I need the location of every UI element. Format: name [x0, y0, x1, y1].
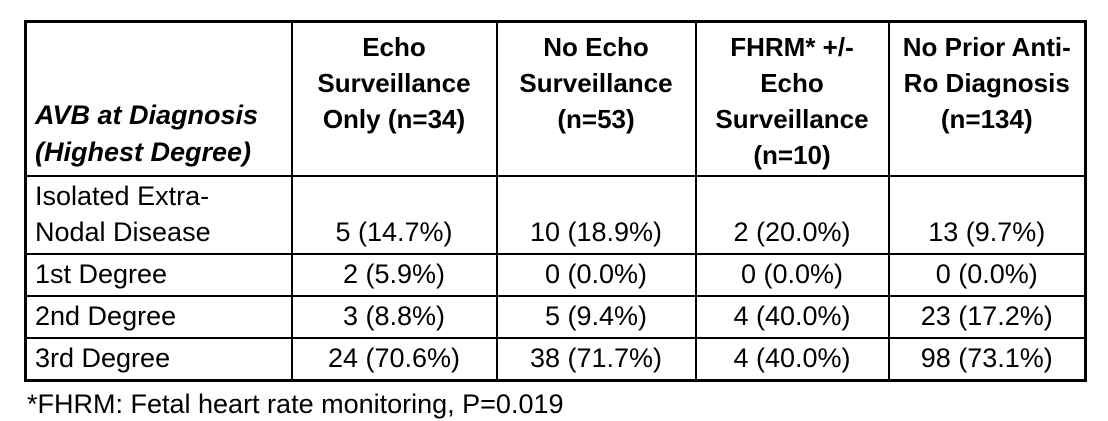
row-label-3rd-degree: 3rd Degree: [24, 337, 293, 382]
table-row-3rd-degree: 3rd Degree 24 (70.6%) 38 (71.7%) 4 (40.0…: [24, 337, 1087, 382]
column-header-fhrm-echo-surveillance: FHRM* +/- Echo Surveillance (n=10): [694, 20, 890, 177]
value-cell: 38 (71.7%): [495, 337, 697, 382]
table-row-1st-degree: 1st Degree 2 (5.9%) 0 (0.0%) 0 (0.0%) 0 …: [24, 253, 1087, 297]
value-cell: 4 (40.0%): [694, 295, 890, 339]
table-row-isolated-extra-nodal: Isolated Extra-Nodal Disease 5 (14.7%) 1…: [24, 175, 1087, 255]
avb-diagnosis-table: AVB at Diagnosis (Highest Degree) Echo S…: [24, 20, 1087, 382]
table-row-2nd-degree: 2nd Degree 3 (8.8%) 5 (9.4%) 4 (40.0%) 2…: [24, 295, 1087, 339]
value-cell: 0 (0.0%): [694, 253, 890, 297]
value-cell: 13 (9.7%): [887, 175, 1087, 255]
value-cell: 0 (0.0%): [495, 253, 697, 297]
column-header-no-echo-surveillance: No Echo Surveillance (n=53): [495, 20, 697, 177]
value-cell: 2 (20.0%): [694, 175, 890, 255]
corner-header-avb-at-diagnosis: AVB at Diagnosis (Highest Degree): [24, 20, 293, 177]
value-cell: 3 (8.8%): [290, 295, 498, 339]
value-cell: 2 (5.9%): [290, 253, 498, 297]
value-cell: 5 (9.4%): [495, 295, 697, 339]
column-header-no-prior-anti-ro-diagnosis: No Prior Anti-Ro Diagnosis (n=134): [887, 20, 1087, 177]
table-header-row: AVB at Diagnosis (Highest Degree) Echo S…: [24, 20, 1087, 177]
row-label-isolated-extra-nodal: Isolated Extra-Nodal Disease: [24, 175, 293, 255]
value-cell: 4 (40.0%): [694, 337, 890, 382]
value-cell: 24 (70.6%): [290, 337, 498, 382]
row-label-2nd-degree: 2nd Degree: [24, 295, 293, 339]
value-cell: 10 (18.9%): [495, 175, 697, 255]
value-cell: 5 (14.7%): [290, 175, 498, 255]
value-cell: 23 (17.2%): [887, 295, 1087, 339]
value-cell: 0 (0.0%): [887, 253, 1087, 297]
row-label-1st-degree: 1st Degree: [24, 253, 293, 297]
table-footnote: *FHRM: Fetal heart rate monitoring, P=0.…: [27, 389, 564, 419]
value-cell: 98 (73.1%): [887, 337, 1087, 382]
column-header-echo-surveillance-only: Echo Surveillance Only (n=34): [290, 20, 498, 177]
